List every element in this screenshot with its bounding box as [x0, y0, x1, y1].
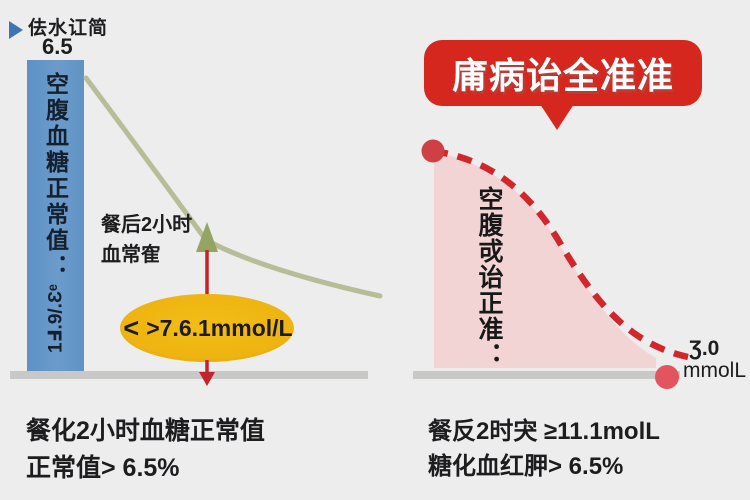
right-footer-line1: 餐反2时宊 ≥11.1molL	[428, 418, 660, 445]
area-vertical-label: 空腹戓诒正准：	[475, 186, 503, 368]
title-banner-label: 庯病诒全准准	[451, 55, 674, 96]
curve-point-label: 餐后2小时 血常隺	[101, 210, 192, 270]
badge-value: >7.6.1mmol/L	[146, 314, 293, 341]
end-value-label: Ʒ.0	[689, 337, 720, 360]
left-footer-line1: 餐化2小时血糖正常值	[26, 417, 265, 445]
left-header-label: 佉水讧简	[28, 18, 109, 39]
bar-vertical-label: 空腹血糖正常值：	[42, 72, 69, 280]
banner-tail-icon	[540, 104, 574, 130]
less-than-symbol: <	[123, 312, 140, 343]
bar-rotated-value: 1Ⅎ.9/.Ɛᵉ	[45, 284, 66, 353]
right-area-fill	[434, 152, 656, 368]
bar-top-value: 6.5	[42, 34, 73, 59]
right-footer: 餐反2时宊 ≥11.1molL 糖化血红胛> 6.5%	[428, 414, 660, 484]
value-badge-label: < >7.6.1mmol/L	[122, 310, 294, 346]
title-banner: 庯病诒全准准	[424, 40, 702, 106]
left-footer-line2: 正常值> 6.5%	[26, 454, 180, 482]
olive-up-arrowhead-icon	[196, 222, 218, 252]
end-unit-label: mmolL	[683, 359, 747, 382]
curve-point-label-line1: 餐后2小时	[101, 214, 193, 236]
left-footer: 餐化2小时血糖正常值 正常值> 6.5%	[26, 413, 265, 487]
curve-start-dot	[421, 139, 445, 163]
play-triangle-icon	[9, 21, 23, 39]
curve-point-label-line2: 血常隺	[101, 244, 161, 266]
right-footer-line2: 糖化血红胛> 6.5%	[428, 453, 624, 480]
fasting-glucose-bar: 空腹血糖正常值： 1Ⅎ.9/.Ɛᵉ	[27, 60, 84, 372]
right-axis-baseline	[413, 371, 680, 379]
left-axis-baseline	[10, 371, 368, 379]
